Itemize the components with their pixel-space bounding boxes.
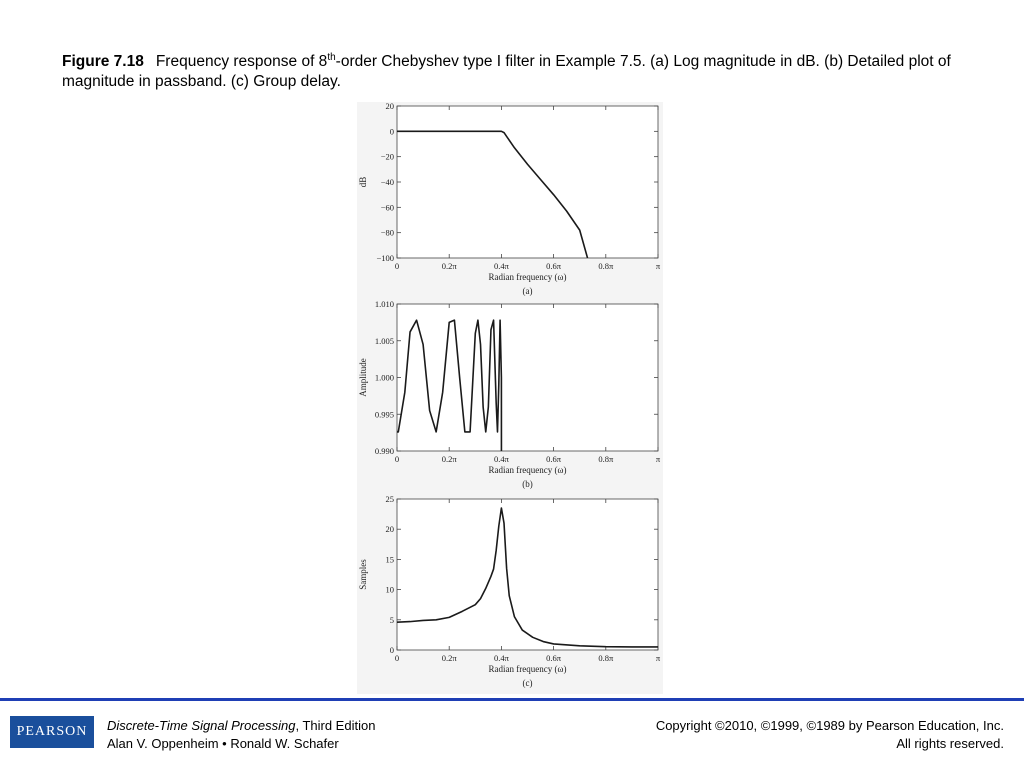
panel-b-xtick-label: 0.4π xyxy=(494,454,510,464)
book-edition: , Third Edition xyxy=(295,718,376,733)
panel-c-ytick-label: 10 xyxy=(386,585,395,595)
panel-a-xtick-label: π xyxy=(656,261,661,271)
panel-c-panel-label: (c) xyxy=(523,678,533,688)
panel-b-axes-frame xyxy=(396,303,659,452)
panel-a-xlabel: Radian frequency (ω) xyxy=(489,272,567,282)
panel-a-ytick-label: −60 xyxy=(381,202,394,212)
panel-b-ytick-label: 1.000 xyxy=(375,373,394,383)
figure-svg: 0 0.2π 0.4π 0.6π 0.8π π 20 0 −20 −40 −60 −80 −100 Rad… xyxy=(358,102,661,688)
panel-a-xtick-label: 0.2π xyxy=(442,261,458,271)
panel-c-ytick-label: 20 xyxy=(386,524,395,534)
panel-a-ytick-label: 0 xyxy=(390,126,394,136)
panel-b-xtick-label: 0.2π xyxy=(442,454,458,464)
rights-text: All rights reserved. xyxy=(896,736,1004,751)
footer-copyright: Copyright ©2010, ©1999, ©1989 by Pearson… xyxy=(656,717,1004,753)
footer-divider xyxy=(0,698,1024,701)
panel-b-xtick-label: 0.8π xyxy=(598,454,614,464)
panel-a-ytick-label: −20 xyxy=(381,152,394,162)
panel-b-xtick-label: 0 xyxy=(395,454,399,464)
pearson-logo-text: PEARSON xyxy=(16,724,88,739)
panel-c-xtick-label: 0.2π xyxy=(442,653,458,663)
figure-panel: 0 0.2π 0.4π 0.6π 0.8π π 20 0 −20 −40 −60 −80 −100 Rad… xyxy=(357,102,663,694)
panel-c-ytick-label: 5 xyxy=(390,615,394,625)
pearson-logo: PEARSON xyxy=(10,716,94,748)
panel-a-panel-label: (a) xyxy=(523,286,533,296)
panel-b-panel-label: (b) xyxy=(522,479,533,489)
panel-a-xtick-label: 0 xyxy=(395,261,399,271)
book-title: Discrete-Time Signal Processing xyxy=(107,718,296,733)
panel-c-ytick-label: 0 xyxy=(390,645,394,655)
panel-c-axes-frame xyxy=(396,498,659,651)
panel-a-ytick-label: −40 xyxy=(381,177,394,187)
panel-a-ytick-label: 20 xyxy=(386,102,395,111)
panel-c-xlabel: Radian frequency (ω) xyxy=(489,664,567,674)
panel-c-series-line xyxy=(397,507,658,648)
panel-c-ytick-label: 15 xyxy=(386,554,395,564)
figure-label: Figure 7.18 xyxy=(62,53,144,70)
panel-b-ylabel: Amplitude xyxy=(358,358,368,397)
panel-b-xtick-label: π xyxy=(656,454,661,464)
panel-b-ytick-label: 1.005 xyxy=(375,336,394,346)
panel-a-ylabel: dB xyxy=(358,177,368,188)
panel-c-xtick-label: 0.6π xyxy=(546,653,562,663)
panel-a-xtick-label: 0.4π xyxy=(494,261,510,271)
panel-a-ytick-label: −80 xyxy=(381,228,394,238)
caption-text-part2: -order Chebyshev type I filter in Exampl… xyxy=(62,53,951,90)
panel-a-xtick-label: 0.6π xyxy=(546,261,562,271)
panel-a-axes-frame xyxy=(396,105,659,259)
panel-c-xtick-label: π xyxy=(656,653,661,663)
caption-text-part1: Frequency response of 8 xyxy=(155,53,328,70)
panel-b-xtick-label: 0.6π xyxy=(546,454,562,464)
caption-superscript: th xyxy=(327,51,336,63)
panel-c-ytick-label: 25 xyxy=(386,494,395,504)
panel-b-ytick-label: 0.995 xyxy=(375,409,394,419)
book-authors: Alan V. Oppenheim • Ronald W. Schafer xyxy=(107,736,339,751)
footer-book-info: Discrete-Time Signal Processing, Third E… xyxy=(107,717,375,753)
panel-c-ylabel: Samples xyxy=(358,559,368,590)
panel-c-xtick-label: 0.8π xyxy=(598,653,614,663)
panel-b-ytick-label: 0.990 xyxy=(375,446,394,456)
panel-a-series-line xyxy=(397,130,589,258)
panel-b-series-line xyxy=(397,319,503,451)
copyright-text: Copyright ©2010, ©1999, ©1989 by Pearson… xyxy=(655,718,1004,733)
panel-c-xtick-label: 0.4π xyxy=(494,653,510,663)
panel-b-ytick-label: 1.010 xyxy=(375,299,394,309)
panel-a-xtick-label: 0.8π xyxy=(598,261,614,271)
figure-caption: Figure 7.18 Frequency response of 8th-ord… xyxy=(62,52,962,92)
panel-a-ytick-label: −100 xyxy=(376,253,394,263)
panel-c-xtick-label: 0 xyxy=(395,653,399,663)
panel-b-xlabel: Radian frequency (ω) xyxy=(489,465,567,475)
